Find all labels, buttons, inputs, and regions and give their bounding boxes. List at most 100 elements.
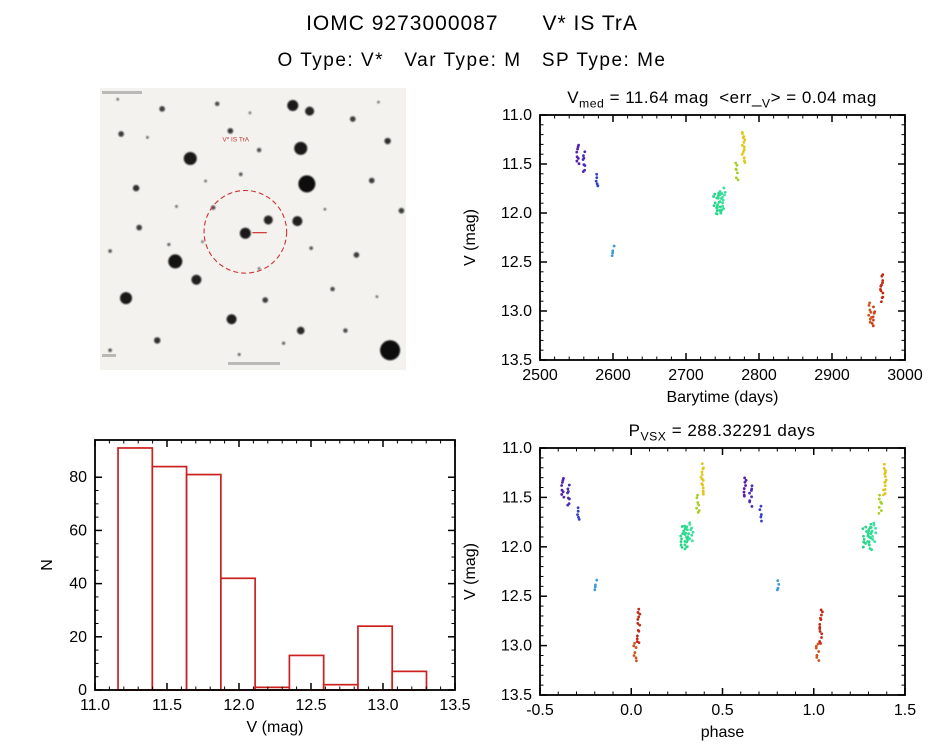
plate-annotation-mark	[228, 362, 280, 365]
x-tick-label: -0.5	[526, 702, 554, 719]
observation-dot	[867, 540, 871, 544]
star	[168, 254, 183, 269]
x-axis-label: phase	[701, 724, 745, 741]
observation-dot	[872, 521, 876, 525]
observation-dot	[715, 209, 719, 212]
observation-dot	[815, 653, 819, 657]
observation-dot	[593, 588, 597, 592]
x-tick-label: 2700	[668, 367, 704, 384]
star	[132, 184, 140, 192]
observation-dot	[679, 543, 683, 547]
observation-dot	[680, 545, 684, 549]
observation-dot	[701, 483, 705, 487]
observation-dot	[595, 172, 599, 176]
observation-dot	[700, 470, 704, 474]
star	[330, 286, 335, 292]
x-tick-label: 3000	[887, 367, 923, 384]
observation-dot	[712, 204, 716, 208]
observation-dot	[865, 530, 868, 533]
observation-dot	[595, 578, 599, 582]
plot-frame	[539, 114, 906, 361]
observation-dot	[742, 148, 746, 152]
observation-dot	[867, 530, 870, 533]
star	[238, 172, 243, 177]
observation-dot	[874, 531, 878, 535]
star	[201, 240, 204, 244]
observation-dot	[742, 490, 746, 494]
star	[239, 227, 251, 239]
observation-dot	[560, 484, 564, 487]
star	[377, 100, 380, 104]
observation-dot	[868, 301, 872, 305]
observation-dot	[879, 300, 883, 304]
observation-dot	[576, 513, 579, 517]
observation-dot	[743, 138, 747, 142]
observation-dot	[734, 168, 738, 172]
observation-dot	[871, 324, 875, 328]
observation-dot	[596, 184, 600, 188]
observation-dot	[881, 279, 885, 282]
observation-dot	[874, 526, 877, 530]
star	[375, 295, 379, 299]
observation-dot	[742, 487, 746, 490]
observation-dot	[561, 490, 565, 494]
observation-dot	[819, 641, 822, 645]
lightcurve-title: Vmed = 11.64 mag <err_V> = 0.04 mag	[500, 88, 944, 110]
observation-dot	[759, 504, 763, 508]
observation-dot	[577, 518, 581, 521]
star	[248, 111, 252, 115]
observation-dot	[680, 525, 684, 528]
star	[282, 341, 286, 345]
histogram-bar	[357, 625, 394, 691]
y-tick-label: 40	[69, 576, 87, 593]
star	[353, 252, 360, 258]
x-tick-label: 2600	[595, 367, 631, 384]
observation-dot	[814, 646, 818, 650]
observation-dot	[883, 462, 886, 466]
star	[226, 314, 237, 325]
observation-dot	[817, 659, 821, 662]
observation-dot	[637, 615, 641, 619]
observation-dot	[683, 547, 687, 551]
observation-dot	[883, 484, 887, 488]
plot-frame	[539, 447, 906, 696]
observation-dot	[742, 145, 746, 149]
observation-dot	[872, 311, 876, 315]
observation-dot	[637, 629, 641, 633]
observation-dot	[688, 523, 692, 526]
star	[257, 267, 261, 270]
observation-dot	[743, 480, 747, 484]
observation-dot	[577, 515, 580, 519]
observation-dot	[741, 136, 745, 140]
observation-dot	[681, 532, 685, 535]
x-tick-label: 2500	[522, 367, 558, 384]
observation-dot	[744, 484, 747, 487]
observation-dot	[637, 607, 641, 611]
observation-dot	[638, 612, 642, 616]
observation-dot	[878, 493, 881, 497]
observation-dot	[721, 201, 725, 205]
x-tick-label: 11.0	[80, 697, 110, 714]
catalog-id: IOMC 9273000087	[306, 12, 499, 35]
y-tick-label: 11.0	[502, 440, 532, 457]
observation-dot	[883, 475, 887, 478]
plot-frame	[94, 439, 456, 691]
observation-dot	[743, 161, 747, 164]
observation-dot	[636, 621, 640, 625]
observation-dot	[567, 483, 571, 487]
star	[108, 348, 112, 353]
observation-dot	[873, 540, 877, 544]
observation-dot	[576, 145, 580, 149]
observation-dot	[612, 244, 616, 248]
observation-dot	[879, 284, 883, 288]
observation-dot	[871, 538, 875, 541]
observation-dot	[743, 476, 747, 480]
lightcurve-plot: 2500 2600 2700 2800 2900 3000 11.0 11.5 12.0 12.5…	[462, 107, 923, 406]
observation-dot	[716, 194, 720, 198]
star-field	[108, 97, 405, 361]
observation-dot	[777, 583, 781, 586]
star	[305, 106, 315, 116]
observation-dot	[759, 513, 763, 516]
observation-dot	[713, 192, 717, 196]
star	[296, 326, 305, 335]
